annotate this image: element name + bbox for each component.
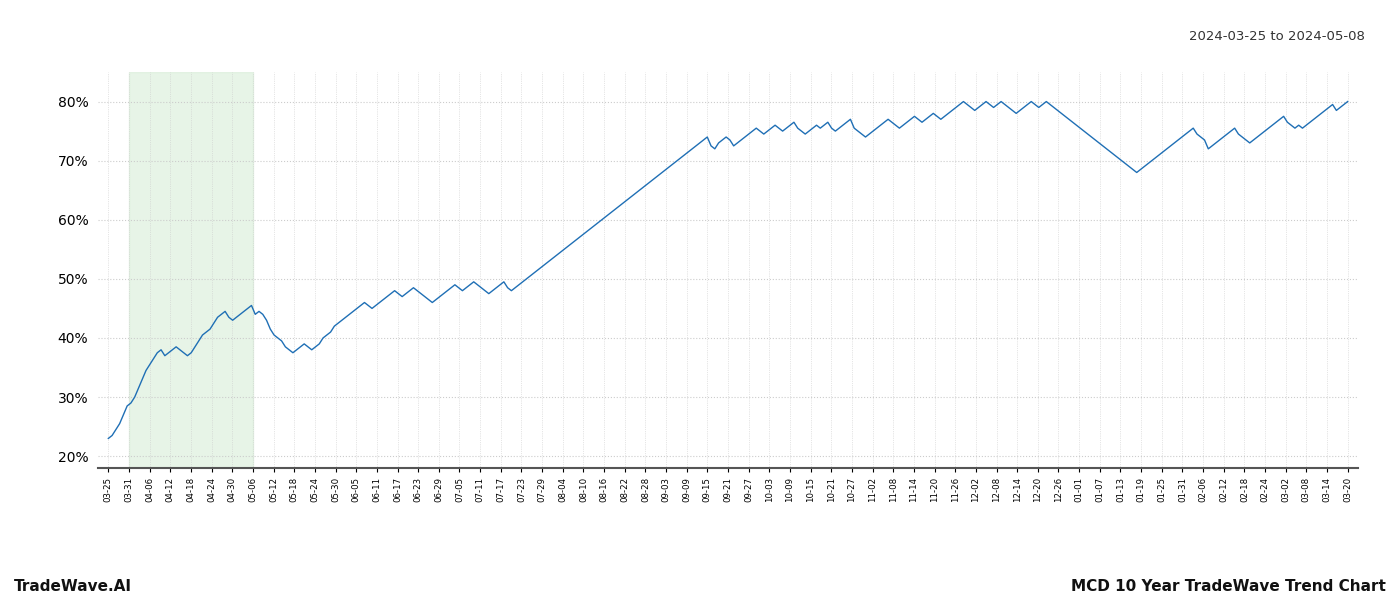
Text: TradeWave.AI: TradeWave.AI — [14, 579, 132, 594]
Text: MCD 10 Year TradeWave Trend Chart: MCD 10 Year TradeWave Trend Chart — [1071, 579, 1386, 594]
Text: 2024-03-25 to 2024-05-08: 2024-03-25 to 2024-05-08 — [1189, 30, 1365, 43]
Bar — [129, 72, 253, 468]
